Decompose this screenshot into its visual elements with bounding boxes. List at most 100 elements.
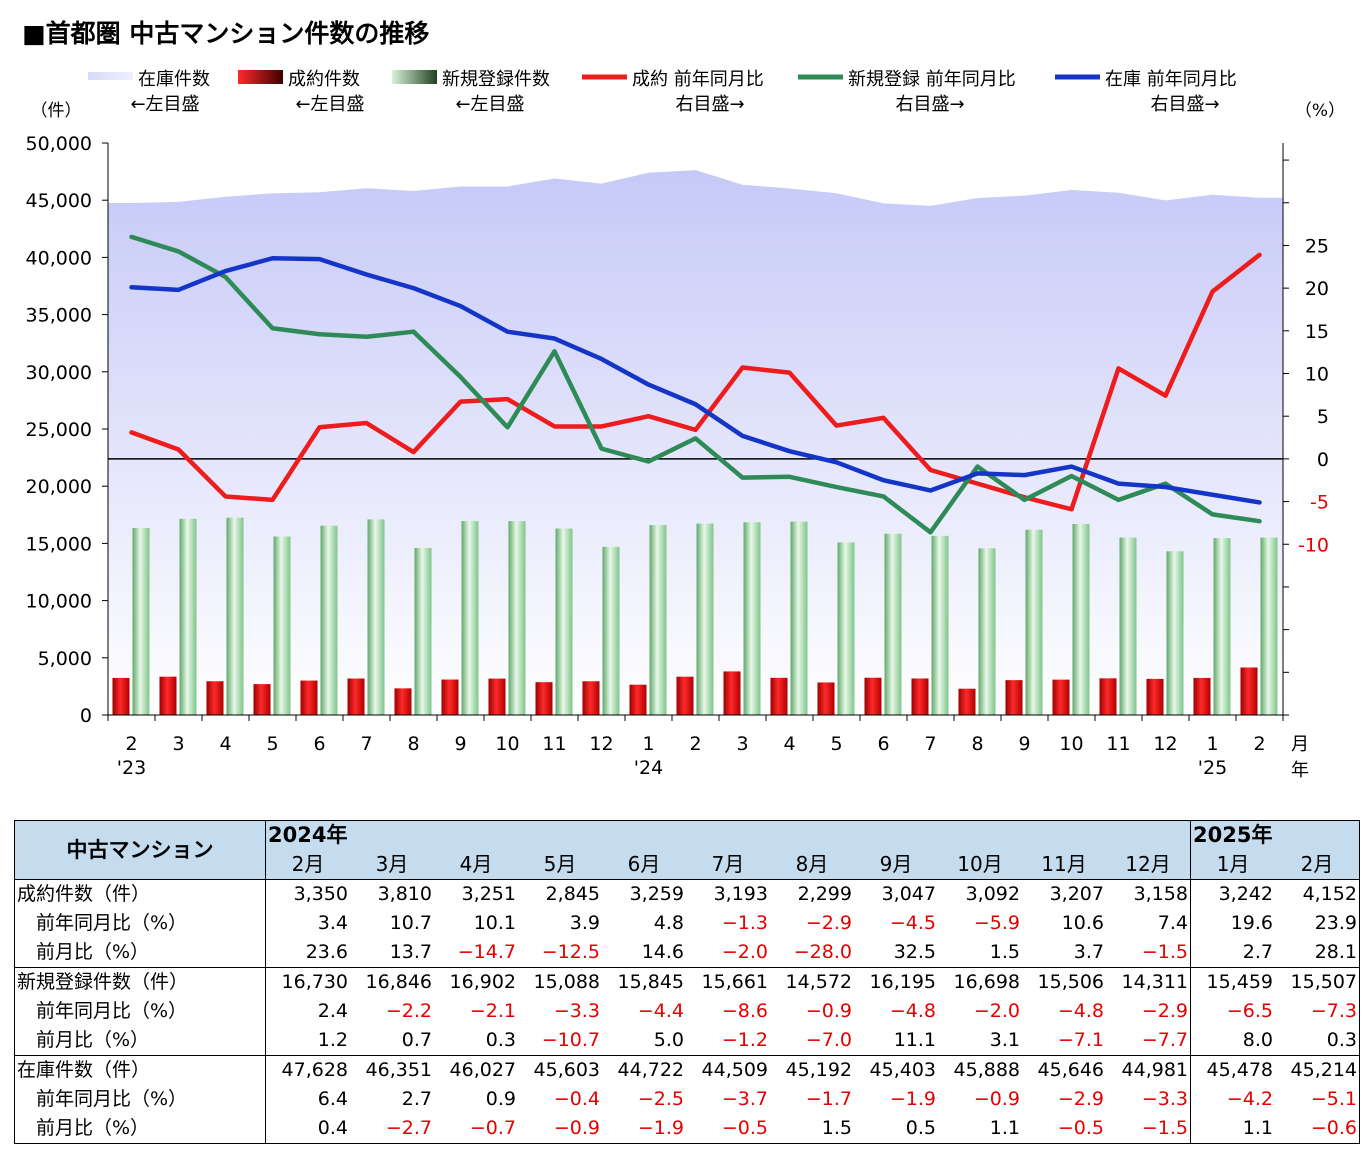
table-value: −2.9	[805, 912, 852, 934]
table-value: 45,646	[1037, 1059, 1104, 1081]
month-unit: 月	[1291, 734, 1309, 755]
table-value: 6.4	[317, 1088, 348, 1110]
new-listings-bar	[508, 521, 526, 715]
contracts-bar	[864, 677, 882, 715]
table-value: −0.9	[805, 1000, 852, 1022]
table-row: 在庫件数（件） 47,628 46,351 46,027 45,603 44,722 44,…	[14, 1055, 1360, 1085]
table-month-header: 1月	[1190, 850, 1275, 880]
table-value: 45,403	[869, 1059, 936, 1081]
table-value: −0.9	[518, 1114, 602, 1144]
new-listings-bar	[1072, 523, 1090, 715]
contracts-bar	[1146, 678, 1164, 715]
table-value: 16,846	[365, 971, 432, 993]
legend-axis-note: 右目盛→	[895, 94, 964, 115]
table-value: 45,214	[1275, 1055, 1360, 1085]
table-value: 45,603	[533, 1059, 600, 1081]
legend-label: 新規登録 前年同月比	[848, 69, 1016, 90]
contracts-bar	[253, 684, 271, 715]
table-value: −4.5	[889, 912, 936, 934]
contracts-bar	[159, 676, 177, 715]
table-value: 3,251	[461, 883, 516, 905]
legend-label: 在庫件数	[138, 69, 210, 90]
table-month-header: 4月	[434, 850, 518, 880]
new-listings-bar	[226, 517, 244, 715]
legend-axis-note: ←左目盛	[130, 94, 199, 115]
contracts-bar	[770, 677, 788, 715]
table-value: −7.7	[1106, 1026, 1191, 1056]
x-tick-label: 2	[689, 733, 701, 755]
table-value: 45,888	[953, 1059, 1020, 1081]
right-tick-label: 15	[1305, 321, 1329, 343]
table-value: −0.5	[1022, 1114, 1106, 1144]
new-listings-bar	[837, 542, 855, 715]
table-value: 3,207	[1049, 883, 1104, 905]
contracts-bar	[206, 681, 224, 715]
table-value: 3,259	[629, 883, 684, 905]
contracts-bar	[1052, 679, 1070, 715]
table-value: −8.6	[721, 1000, 768, 1022]
x-tick-label: 12	[1153, 733, 1177, 755]
new-listings-bar	[1260, 537, 1278, 715]
x-tick-label: 10	[495, 733, 519, 755]
table-value: 4,152	[1275, 879, 1360, 909]
table-value: 44,981	[1121, 1059, 1188, 1081]
x-tick-label: 1	[642, 733, 654, 755]
new-listings-bar	[743, 522, 761, 715]
contracts-bar	[723, 671, 741, 715]
contracts-bar	[112, 677, 130, 715]
table-row-label: 前月比（%）	[14, 1026, 266, 1056]
table-value: 19.6	[1190, 909, 1275, 938]
table-value: −10.7	[518, 1026, 602, 1056]
contracts-bar	[911, 678, 929, 715]
table-year-2025: 2025年	[1190, 820, 1360, 850]
table-value: 2.4	[317, 1000, 348, 1022]
table-value: 32.5	[854, 938, 938, 968]
table-value: 15,088	[533, 971, 600, 993]
legend-swatch	[392, 70, 437, 84]
table-value: 15,507	[1275, 967, 1360, 997]
table-value: 2.7	[401, 1088, 432, 1110]
table-value: 10.1	[473, 912, 516, 934]
table-value: 45,192	[785, 1059, 852, 1081]
contracts-bar	[1193, 677, 1211, 715]
table-value: 44,509	[701, 1059, 768, 1081]
table-value: 3.7	[1022, 938, 1106, 968]
table-value: −2.0	[973, 1000, 1020, 1022]
x-tick-label: 2	[1253, 733, 1265, 755]
table-value: 0.5	[854, 1114, 938, 1144]
x-tick-label: 7	[924, 733, 936, 755]
table-value: −12.5	[518, 938, 602, 968]
x-tick-label: 6	[877, 733, 889, 755]
table-value: 1.1	[938, 1114, 1022, 1144]
table-value: 15,661	[701, 971, 768, 993]
right-tick-label: 5	[1317, 406, 1329, 428]
table-value: 15,845	[617, 971, 684, 993]
contracts-bar	[535, 682, 553, 715]
contracts-bar	[1240, 667, 1258, 715]
table-row: 前年同月比（%） 2.4 −2.2 −2.1 −3.3 −4.4 −8.6 −0.9 −4.8 −…	[14, 997, 1360, 1026]
table-value: −1.5	[1106, 1114, 1191, 1144]
table-value: 16,698	[953, 971, 1020, 993]
table-value: 15,459	[1190, 967, 1275, 997]
chart-title: ■首都圏 中古マンション件数の推移	[22, 19, 430, 48]
table-value: 28.1	[1275, 938, 1360, 968]
right-tick-label: -5	[1310, 492, 1329, 514]
yoy-line	[129, 252, 1262, 512]
x-tick-label: 5	[266, 733, 278, 755]
table-header-row: 中古マンション 2024年 2025年	[14, 820, 1360, 880]
legend-axis-note: ←左目盛	[455, 94, 524, 115]
table-value: 23.6	[265, 938, 350, 968]
table-value: −4.8	[1057, 1000, 1104, 1022]
table-value: 0.9	[485, 1088, 516, 1110]
new-listings-bar	[931, 535, 949, 715]
left-tick-label: 5,000	[38, 648, 92, 670]
table-value: −1.3	[721, 912, 768, 934]
legend-swatch	[88, 72, 133, 80]
table-value: 14.6	[602, 938, 686, 968]
new-listings-bar	[978, 548, 996, 715]
table-value: −2.7	[350, 1114, 434, 1144]
right-tick-label: 25	[1305, 235, 1329, 257]
x-tick-label: 12	[589, 733, 613, 755]
table-value: −7.0	[770, 1026, 854, 1056]
table-row-label: 成約件数（件）	[14, 879, 266, 909]
